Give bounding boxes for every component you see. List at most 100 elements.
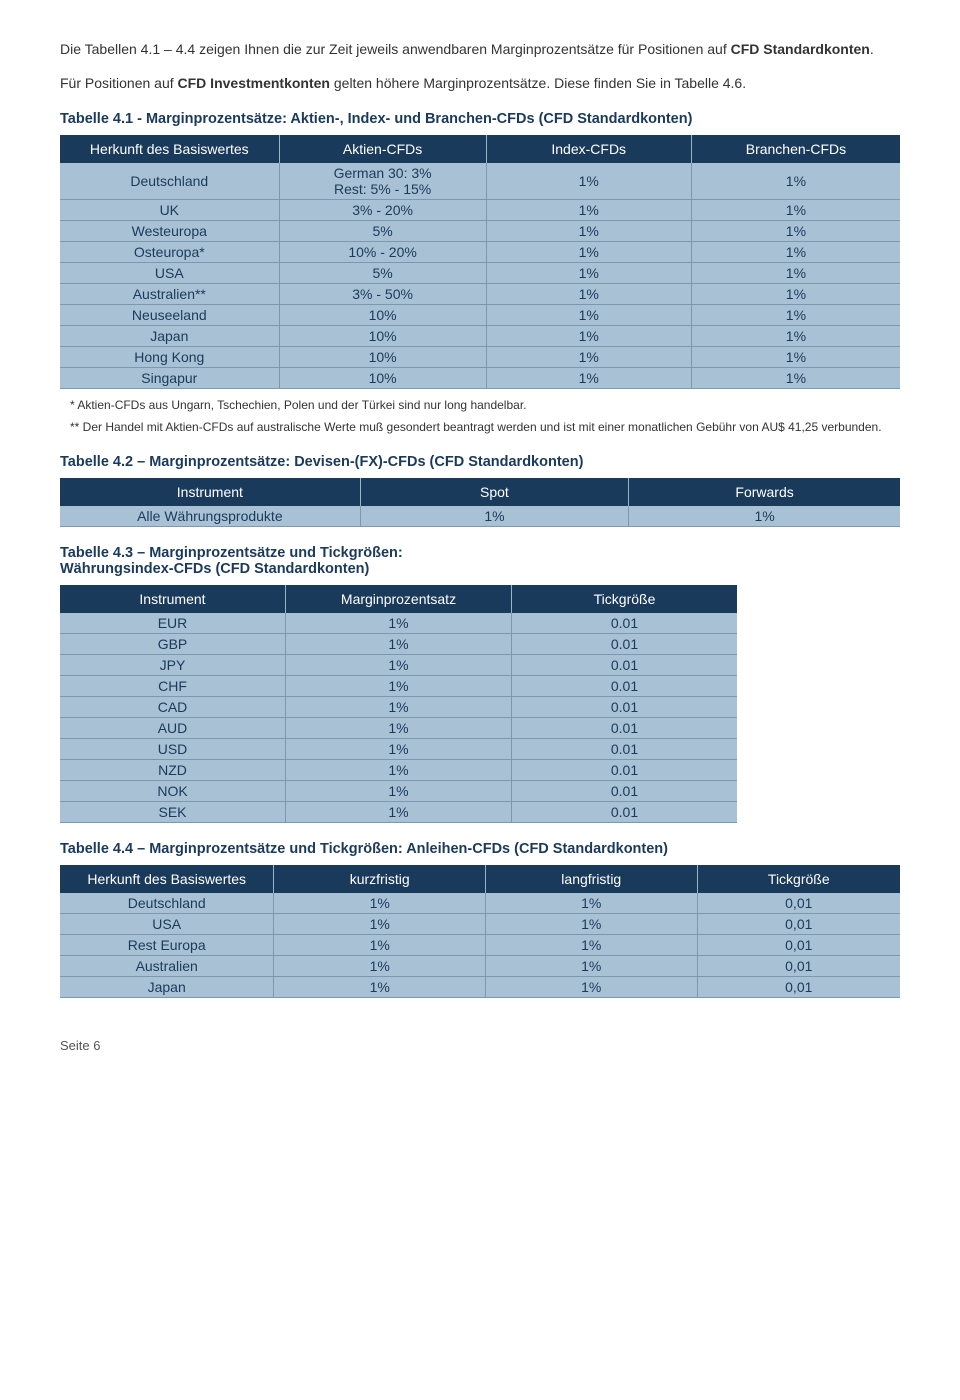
table41-title: Tabelle 4.1 - Marginprozentsätze: Aktien… xyxy=(60,111,900,127)
table-cell: Neuseeland xyxy=(60,305,279,326)
table-cell: AUD xyxy=(60,717,286,738)
table-row: Deutschland1%1%0,01 xyxy=(60,893,900,914)
text: gelten höhere Marginprozentsätze. Diese … xyxy=(330,75,746,91)
table-cell: 0,01 xyxy=(697,955,900,976)
table-cell: 0,01 xyxy=(697,976,900,997)
table-cell: 0.01 xyxy=(512,654,738,675)
table-cell: 0.01 xyxy=(512,717,738,738)
table-cell: 1% xyxy=(691,305,900,326)
table-cell: USD xyxy=(60,738,286,759)
table-cell: NOK xyxy=(60,780,286,801)
table-cell: 1% xyxy=(286,759,512,780)
table-row: Singapur10%1%1% xyxy=(60,368,900,389)
table-cell: 1% xyxy=(691,368,900,389)
table-cell: 1% xyxy=(486,305,691,326)
table-cell: 1% xyxy=(274,913,486,934)
table-cell: USA xyxy=(60,913,274,934)
table-cell: 1% xyxy=(486,200,691,221)
column-header: Tickgröße xyxy=(697,865,900,893)
table-cell: 1% xyxy=(485,913,697,934)
column-header: Marginprozentsatz xyxy=(286,585,512,613)
table-cell: 1% xyxy=(691,263,900,284)
table-cell: 1% xyxy=(691,163,900,200)
table41-footnote1: * Aktien-CFDs aus Ungarn, Tschechien, Po… xyxy=(70,397,900,413)
table-cell: 0.01 xyxy=(512,675,738,696)
table-cell: Osteuropa* xyxy=(60,242,279,263)
table-row: UK3% - 20%1%1% xyxy=(60,200,900,221)
bold: CFD Standardkonten xyxy=(731,41,870,57)
table-row: NZD1%0.01 xyxy=(60,759,737,780)
table-cell: 0.01 xyxy=(512,759,738,780)
table-row: Australien**3% - 50%1%1% xyxy=(60,284,900,305)
column-header: kurzfristig xyxy=(274,865,486,893)
table-cell: Singapur xyxy=(60,368,279,389)
table-cell: 1% xyxy=(486,242,691,263)
table-row: SEK1%0.01 xyxy=(60,801,737,822)
table44-title: Tabelle 4.4 – Marginprozentsätze und Tic… xyxy=(60,841,900,857)
table-cell: Deutschland xyxy=(60,893,274,914)
table-cell: 10% xyxy=(279,305,486,326)
table-cell: 0.01 xyxy=(512,633,738,654)
table-row: CAD1%0.01 xyxy=(60,696,737,717)
table-row: Australien1%1%0,01 xyxy=(60,955,900,976)
table-cell: 0,01 xyxy=(697,934,900,955)
table44-container: Herkunft des Basiswerteskurzfristiglangf… xyxy=(60,865,900,998)
table-row: Japan1%1%0,01 xyxy=(60,976,900,997)
table-cell: 1% xyxy=(691,200,900,221)
table-cell: 10% xyxy=(279,326,486,347)
table42-container: InstrumentSpotForwardsAlle Währungsprodu… xyxy=(60,478,900,527)
column-header: Spot xyxy=(360,478,628,506)
table-cell: 1% xyxy=(486,163,691,200)
text: . xyxy=(870,41,874,57)
intro-para-1: Die Tabellen 4.1 – 4.4 zeigen Ihnen die … xyxy=(60,40,900,60)
column-header: Instrument xyxy=(60,585,286,613)
table-cell: 1% xyxy=(485,955,697,976)
table-row: USA5%1%1% xyxy=(60,263,900,284)
table-cell: Japan xyxy=(60,326,279,347)
column-header: Herkunft des Basiswertes xyxy=(60,865,274,893)
table-cell: 0,01 xyxy=(697,913,900,934)
table-cell: 0.01 xyxy=(512,801,738,822)
table-row: CHF1%0.01 xyxy=(60,675,737,696)
table-cell: 1% xyxy=(691,221,900,242)
table-row: Japan10%1%1% xyxy=(60,326,900,347)
table-row: Alle Währungsprodukte1%1% xyxy=(60,506,900,527)
text: Für Positionen auf xyxy=(60,75,178,91)
data-table: InstrumentMarginprozentsatzTickgrößeEUR1… xyxy=(60,585,737,823)
table-row: Osteuropa*10% - 20%1%1% xyxy=(60,242,900,263)
table-row: JPY1%0.01 xyxy=(60,654,737,675)
table-row: GBP1%0.01 xyxy=(60,633,737,654)
table-cell: 1% xyxy=(274,934,486,955)
table43-title: Tabelle 4.3 – Marginprozentsätze und Tic… xyxy=(60,545,900,577)
table-cell: 5% xyxy=(279,263,486,284)
table-row: Rest Europa1%1%0,01 xyxy=(60,934,900,955)
table-cell: 1% xyxy=(486,368,691,389)
table-cell: 1% xyxy=(486,284,691,305)
table-cell: 1% xyxy=(286,717,512,738)
column-header: Branchen-CFDs xyxy=(691,135,900,163)
table-cell: 1% xyxy=(691,242,900,263)
table-cell: Rest Europa xyxy=(60,934,274,955)
table-cell: 0,01 xyxy=(697,893,900,914)
table-cell: 1% xyxy=(286,801,512,822)
table-row: USD1%0.01 xyxy=(60,738,737,759)
table-cell: 1% xyxy=(691,326,900,347)
table-cell: GBP xyxy=(60,633,286,654)
table-cell: 0.01 xyxy=(512,780,738,801)
table-row: USA1%1%0,01 xyxy=(60,913,900,934)
table-cell: 10% - 20% xyxy=(279,242,486,263)
data-table: InstrumentSpotForwardsAlle Währungsprodu… xyxy=(60,478,900,527)
table-cell: EUR xyxy=(60,613,286,634)
table-cell: 1% xyxy=(274,955,486,976)
table-row: NOK1%0.01 xyxy=(60,780,737,801)
table-cell: 1% xyxy=(286,696,512,717)
table-cell: NZD xyxy=(60,759,286,780)
table-row: Westeuropa5%1%1% xyxy=(60,221,900,242)
table-cell: 1% xyxy=(485,893,697,914)
table-row: AUD1%0.01 xyxy=(60,717,737,738)
column-header: langfristig xyxy=(485,865,697,893)
table-cell: 1% xyxy=(360,506,628,527)
table-cell: 0.01 xyxy=(512,696,738,717)
data-table: Herkunft des Basiswerteskurzfristiglangf… xyxy=(60,865,900,998)
table-row: DeutschlandGerman 30: 3% Rest: 5% - 15%1… xyxy=(60,163,900,200)
